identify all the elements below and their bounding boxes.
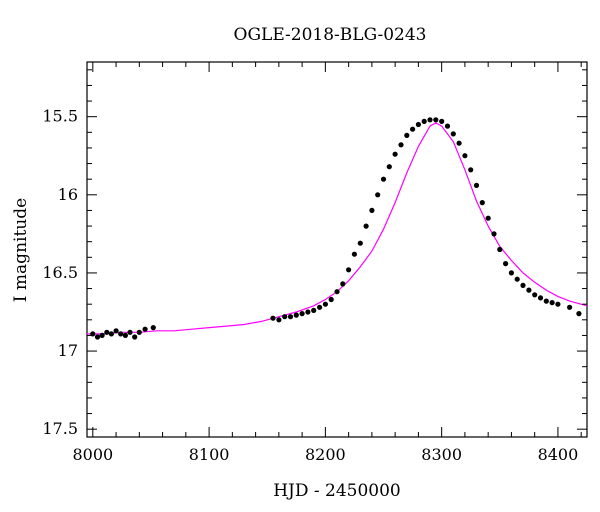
y-axis-label: I magnitude [11,198,31,302]
data-point [427,117,433,123]
plot-frame [86,61,588,438]
data-point [99,332,105,338]
data-point [410,126,416,132]
axis-ticks-layer: 8000 8100 8200 8300 8400 15.5 16 16.5 17 17.5 [42,62,587,464]
data-point [479,200,485,206]
data-point [392,151,398,157]
data-point [468,167,474,173]
data-point [567,304,573,310]
data-point [287,314,294,320]
data-point [514,276,520,282]
data-point [404,132,410,138]
data-point [555,301,561,307]
data-point [433,117,439,123]
data-point [497,246,503,253]
data-point [108,331,114,337]
data-point [421,118,427,124]
data-point [127,329,133,335]
data-point [113,328,119,334]
data-point [439,118,445,124]
data-point [118,331,124,337]
data-point [462,153,468,159]
data-point [415,121,421,128]
data-point [537,295,544,301]
data-point [386,164,392,170]
data-point [369,207,375,213]
x-tick-label: 8300 [421,445,462,464]
data-point [526,287,532,293]
data-point [520,282,526,288]
data-point [508,270,514,276]
data-point [351,251,357,257]
data-point [491,231,497,237]
y-tick-label: 17 [58,341,78,360]
data-point [270,315,276,321]
model-curve [87,122,588,335]
data-points-layer [90,117,582,340]
data-point [293,312,299,318]
data-point [473,182,480,188]
data-point [104,329,110,335]
data-point [375,192,381,198]
data-point [150,325,156,331]
data-point [456,140,462,146]
x-tick-label: 8000 [72,445,113,464]
x-tick-label: 8400 [538,445,579,464]
data-point [549,300,555,306]
x-tick-label: 8200 [305,445,346,464]
data-point [576,311,582,317]
data-point [276,317,282,323]
data-point [357,240,363,246]
data-point [485,215,491,221]
x-axis-label: HJD - 2450000 [273,481,401,501]
data-point [122,332,128,338]
y-tick-label: 17.5 [42,419,78,438]
x-tick-label: 8100 [189,445,230,464]
data-point [282,314,288,320]
data-point [363,223,369,229]
data-point [317,304,323,310]
chart-title: OGLE-2018-BLG-0243 [234,25,427,45]
data-point [346,267,352,273]
data-point [380,176,387,182]
data-point [334,289,340,295]
data-point [398,142,404,148]
data-point [340,281,346,287]
data-point [444,123,451,129]
data-point [450,131,456,137]
data-point [136,329,142,335]
data-point [328,296,334,303]
data-point [543,298,549,304]
data-point [299,311,305,317]
data-point [532,292,538,298]
y-tick-label: 15.5 [42,107,78,126]
data-point [503,261,509,267]
data-point [94,334,101,340]
data-point [305,309,311,315]
data-point [322,301,328,307]
data-point [311,307,317,313]
y-tick-label: 16 [58,185,78,204]
plot-area: 8000 8100 8200 8300 8400 15.5 16 16.5 17 17.5 [42,61,588,464]
data-point [142,326,148,332]
y-tick-label: 16.5 [42,263,78,282]
data-point [132,334,138,340]
model-curve-layer [87,122,588,335]
